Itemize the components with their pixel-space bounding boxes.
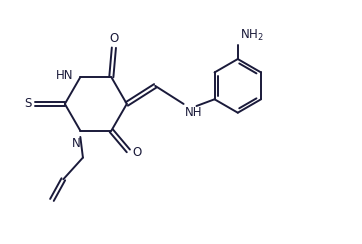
Text: O: O	[132, 146, 142, 159]
Text: HN: HN	[56, 69, 73, 81]
Text: N: N	[72, 137, 81, 151]
Text: S: S	[25, 97, 32, 111]
Text: NH: NH	[185, 106, 203, 119]
Text: O: O	[109, 31, 118, 45]
Text: NH$_2$: NH$_2$	[240, 28, 264, 43]
